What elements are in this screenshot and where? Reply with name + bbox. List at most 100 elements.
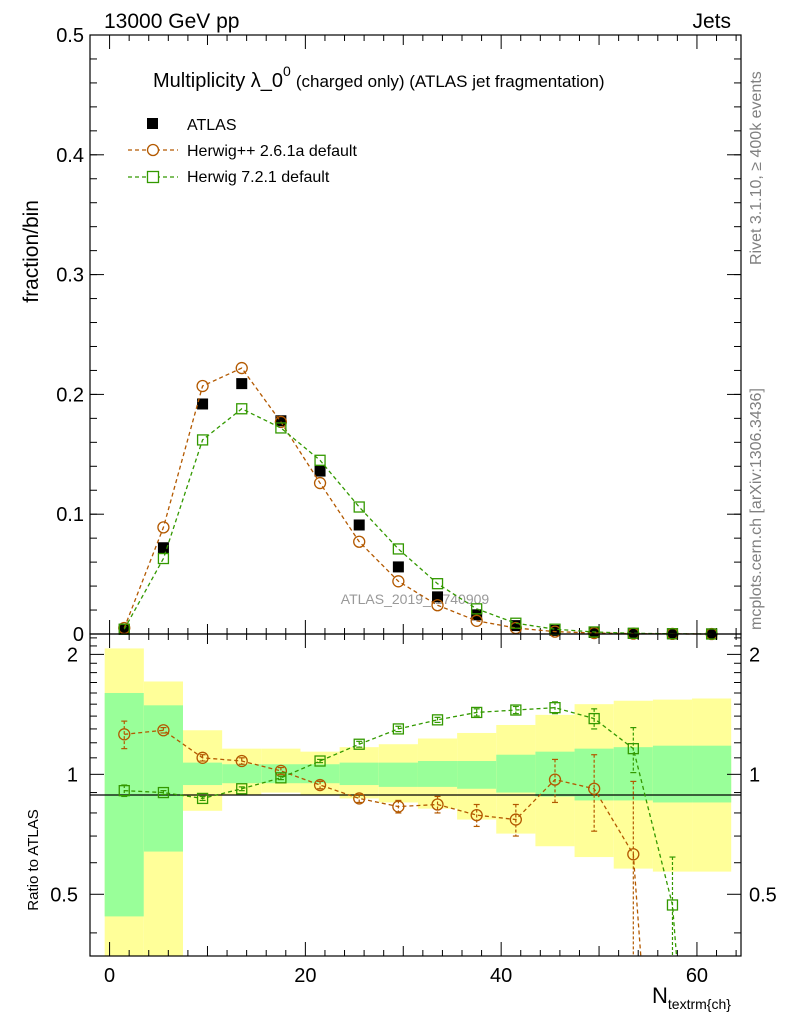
ratio-xtick-label: 40 [490,965,512,987]
data-point-herwig7 [392,543,405,555]
ratio-point-herwig7 [549,702,561,714]
chart-title-rest: (charged only) (ATLAS jet fragmentation) [296,72,605,91]
ratio-point-herwigpp [392,800,405,813]
analysis-watermark: ATLAS_2019_I1740909 [341,591,490,607]
ratio-band-green [417,761,458,787]
data-point-herwigpp [392,575,405,588]
ratio-point-herwigpp [470,808,483,822]
data-point-herwigpp [274,415,288,429]
ratio-point-herwig7 [157,786,170,799]
legend-label-herwig7: Herwig 7.2.1 default [187,169,330,186]
ratio-ytick-label: 1 [67,764,78,786]
ratio-ytick-label: 0.5 [50,884,78,906]
data-point-atlas [236,378,248,390]
legend-marker-herwig7 [146,170,160,184]
main-ytick-label: 0.3 [56,265,84,287]
ratio-point-herwigpp [548,773,562,786]
data-point-herwig7 [431,578,444,590]
legend-marker-herwigpp [146,143,160,157]
ratio-point-herwigpp [196,751,209,764]
ratio-uncertainty-bands [104,648,732,956]
ratio-point-herwig7 [392,723,405,735]
main-ytick-label: 0 [73,624,84,646]
data-point-herwigpp [235,361,248,375]
ratio-point-herwigpp [118,728,131,741]
header-right: Jets [692,10,731,33]
ratio-point-herwigpp [588,782,601,795]
data-point-herwig7 [627,627,639,639]
legend: ATLAS Herwig++ 2.6.1a default Herwig 7.2… [128,117,357,186]
data-point-herwigpp [470,614,483,627]
legend-label-herwigpp: Herwig++ 2.6.1a default [187,143,357,160]
ratio-band-green [300,764,340,784]
legend-label-atlas: ATLAS [187,117,237,134]
data-point-herwig7 [314,454,326,466]
ratio-point-herwig7 [588,712,600,725]
data-point-atlas [392,561,404,573]
rivet-label: Rivet 3.1.10, ≥ 400k events [748,71,765,265]
ratio-point-herwig7 [431,714,444,726]
x-axis-label-sub: textrm{ch} [668,996,731,1012]
main-panel: 0 0.1 0.2 0.3 0.4 0.5 ATLAS_2019_I1740909 fra… [20,25,742,646]
ratio-point-herwig7 [314,755,326,767]
main-ytick-label: 0.1 [56,504,84,526]
data-point-atlas [118,623,130,635]
ratio-point-herwig7 [236,783,248,795]
ratio-point-herwig7 [627,742,639,755]
ratio-point-herwig7 [353,738,365,750]
main-ytick-label: 0.5 [56,25,84,47]
ratio-point-herwig7 [471,706,483,719]
data-point-herwigpp [431,599,444,612]
ratio-band-green [692,745,732,803]
ratio-point-herwigpp [235,754,248,768]
ratio-band-green [104,692,144,917]
data-point-atlas [549,624,561,636]
ratio-xtick-label: 20 [294,965,316,987]
chart-title-sup: 0 [283,63,291,79]
ratio-point-herwig7 [510,704,522,716]
chart-title: Multiplicity λ_00 (charged only) (ATLAS j… [153,63,605,92]
data-point-herwig7 [157,552,170,565]
ratio-point-herwig7 [275,772,287,784]
data-point-atlas [353,519,365,531]
header-left: 13000 GeV pp [104,10,239,33]
data-point-herwigpp [353,535,366,548]
x-axis-label-main: N [652,983,668,1008]
ratio-band-green [183,762,223,786]
data-point-herwig7 [236,403,248,415]
ratio-point-herwigpp [627,848,640,861]
ratio-xtick-label: 60 [686,965,708,987]
data-point-herwig7 [353,501,365,513]
ratio-band-green [496,754,536,793]
x-axis-label: Ntextrm{ch} [652,983,731,1012]
main-series-line [123,408,712,635]
data-point-herwig7 [510,617,522,629]
ratio-point-herwig7 [196,792,209,805]
ratio-band-green [339,762,379,786]
ratio-panel: 0.5 0.51 12 20 20 40 60 Ratio to ATLAS Ntextrm… [25,633,777,1012]
chart-title-main: Multiplicity λ_0 [153,70,283,92]
ratio-point-herwigpp [157,724,170,737]
data-point-atlas [314,465,326,477]
ratio-point-herwigpp [313,778,327,792]
data-point-atlas [432,591,444,603]
ratio-xtick-label: 0 [104,965,115,987]
legend-marker-atlas [147,118,158,129]
ratio-band-green [222,764,262,784]
ratio-point-herwigpp [353,792,366,805]
ratio-band-green [457,761,497,789]
data-point-herwig7 [588,626,600,638]
ratio-axis-ticks: 0.5 0.51 12 20 20 40 60 [50,634,777,987]
ratio-ytick-label-right: 0.5 [749,884,777,906]
data-point-herwigpp [196,379,209,393]
data-point-herwig7 [196,434,209,446]
data-point-atlas [157,542,169,554]
ratio-point-herwigpp [509,813,522,826]
data-point-herwig7 [471,603,483,615]
main-ylabel: fraction/bin [20,200,43,303]
ratio-series-line [124,707,678,956]
ratio-ytick-label-right: 1 [749,764,760,786]
main-ytick-label: 0.2 [56,384,84,406]
main-ytick-label: 0.4 [56,145,84,167]
